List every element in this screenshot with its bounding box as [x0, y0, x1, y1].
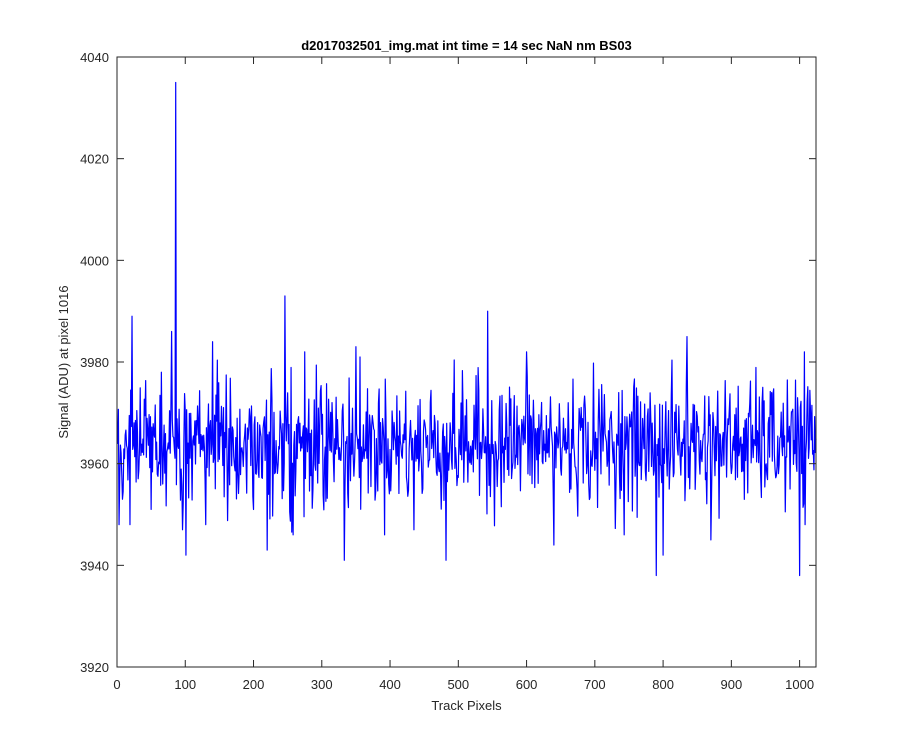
y-tick-label: 4020: [80, 152, 109, 167]
series-layer: [117, 81, 817, 577]
y-tick-label: 3920: [80, 660, 109, 675]
x-tick-label: 900: [721, 677, 743, 692]
y-tick-label: 3960: [80, 457, 109, 472]
x-tick-label: 600: [516, 677, 538, 692]
x-tick-label: 0: [113, 677, 120, 692]
x-tick-label: 500: [447, 677, 469, 692]
x-tick-label: 1000: [785, 677, 814, 692]
y-tick-label: 3940: [80, 558, 109, 573]
chart-title: d2017032501_img.mat int time = 14 sec Na…: [301, 38, 632, 53]
y-axis-ticks: 3920 3940 3960 3980 4000 4020 4040: [80, 50, 816, 675]
y-tick-label: 4000: [80, 253, 109, 268]
y-tick-label: 4040: [80, 50, 109, 65]
plot-area: [117, 57, 816, 667]
y-tick-label: 3980: [80, 355, 109, 370]
x-tick-label: 200: [243, 677, 265, 692]
x-tick-label: 300: [311, 677, 333, 692]
x-tick-label: 100: [174, 677, 196, 692]
x-tick-label: 400: [379, 677, 401, 692]
y-axis-label: Signal (ADU) at pixel 1016: [56, 285, 71, 438]
x-tick-label: 800: [652, 677, 674, 692]
x-tick-label: 700: [584, 677, 606, 692]
x-axis-label: Track Pixels: [431, 698, 502, 713]
x-axis-ticks: 0 100 200 300 400 500 600 700 800 900 1000: [113, 57, 814, 692]
series-line-signal: [117, 81, 817, 577]
